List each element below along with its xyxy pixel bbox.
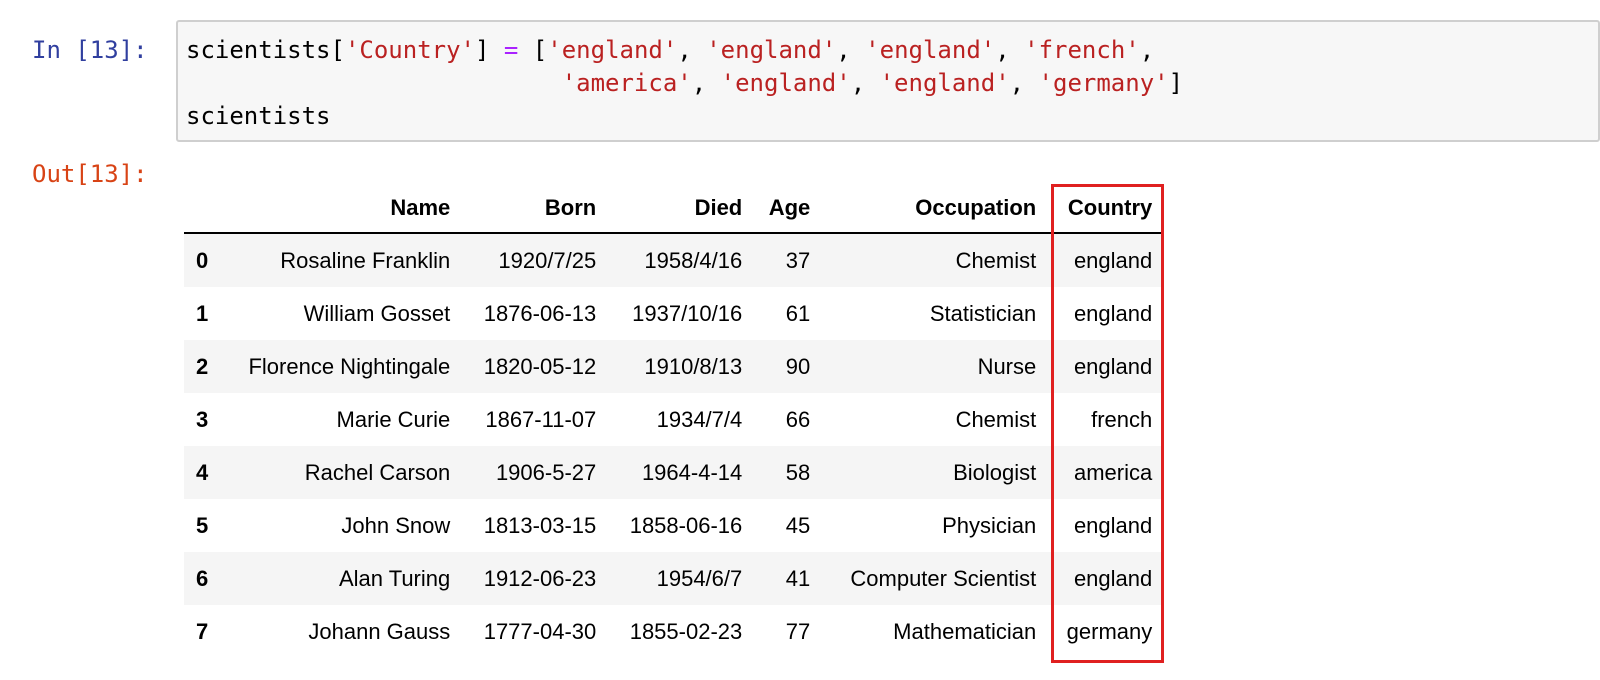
cell-age: 45	[785, 512, 811, 538]
cell-born: 1777-04-30	[483, 618, 597, 644]
cell-age: 66	[785, 406, 811, 432]
cell-died: 1855-02-23	[629, 618, 743, 644]
code-line-2: 'america', 'england', 'england', 'german…	[561, 69, 1184, 97]
cell-died: 1910/8/13	[644, 353, 743, 379]
dataframe-table: Name Born Died Age Occupation Country 0 R…	[184, 184, 1165, 658]
cell-died: 1937/10/16	[632, 300, 743, 326]
cell-name: Rosaline Franklin	[280, 247, 451, 273]
cell-name: Rachel Carson	[304, 459, 451, 485]
cell-occupation: Chemist	[955, 247, 1037, 273]
table-row: 5 John Snow 1813-03-15 1858-06-16 45 Physicia…	[184, 499, 1165, 552]
row-index: 5	[196, 512, 209, 538]
cell-country: germany	[1066, 618, 1153, 644]
cell-age: 58	[785, 459, 811, 485]
cell-country: england	[1073, 353, 1153, 379]
column-header-name: Name	[220, 184, 463, 234]
cell-born: 1820-05-12	[483, 353, 597, 379]
table-row: 1 William Gosset 1876-06-13 1937/10/16 61 Sta…	[184, 287, 1165, 340]
cell-age: 37	[785, 247, 811, 273]
input-prompt: In [13]:	[32, 36, 148, 64]
code-line-3: scientists	[186, 102, 331, 130]
code-line-1: scientists['Country'] = ['england', 'eng…	[186, 36, 1155, 64]
row-index: 6	[196, 565, 209, 591]
cell-died: 1954/6/7	[656, 565, 743, 591]
cell-died: 1964-4-14	[641, 459, 743, 485]
cell-name: William Gosset	[303, 300, 451, 326]
column-header-index	[184, 184, 221, 234]
column-header-age: Age	[754, 184, 823, 234]
cell-country: america	[1074, 459, 1153, 485]
table-row: 4 Rachel Carson 1906-5-27 1964-4-14 58 Biolog…	[184, 446, 1165, 499]
cell-occupation: Computer Scientist	[850, 565, 1037, 591]
cell-occupation: Statistician	[929, 300, 1037, 326]
cell-age: 90	[785, 353, 811, 379]
row-index: 2	[196, 353, 209, 379]
row-index: 3	[196, 406, 209, 432]
cell-occupation: Physician	[942, 512, 1037, 538]
cell-died: 1958/4/16	[644, 247, 743, 273]
cell-born: 1867-11-07	[485, 406, 597, 432]
cell-occupation: Biologist	[953, 459, 1037, 485]
cell-died: 1934/7/4	[656, 406, 743, 432]
code-cell[interactable]: scientists['Country'] = ['england', 'eng…	[176, 20, 1600, 142]
column-header-born: Born	[462, 184, 609, 234]
cell-name: Johann Gauss	[308, 618, 451, 644]
cell-country: england	[1073, 512, 1153, 538]
cell-occupation: Nurse	[977, 353, 1037, 379]
cell-country: england	[1073, 247, 1153, 273]
cell-country: england	[1073, 300, 1153, 326]
output-prompt: Out[13]:	[32, 160, 148, 188]
cell-age: 41	[785, 565, 811, 591]
cell-name: Marie Curie	[336, 406, 451, 432]
column-header-occupation: Occupation	[822, 184, 1049, 234]
cell-age: 77	[785, 618, 811, 644]
cell-born: 1813-03-15	[483, 512, 597, 538]
cell-born: 1912-06-23	[483, 565, 597, 591]
table-header-row: Name Born Died Age Occupation Country	[184, 184, 1165, 234]
row-index: 1	[196, 300, 209, 326]
row-index: 7	[196, 618, 209, 644]
cell-occupation: Mathematician	[893, 618, 1037, 644]
cell-name: John Snow	[341, 512, 451, 538]
table-row: 6 Alan Turing 1912-06-23 1954/6/7 41 Computer…	[184, 552, 1165, 605]
cell-born: 1906-5-27	[495, 459, 597, 485]
cell-occupation: Chemist	[955, 406, 1037, 432]
column-header-died: Died	[608, 184, 755, 234]
table-row: 0 Rosaline Franklin 1920/7/25 1958/4/16 37 Ch…	[184, 233, 1165, 287]
row-index: 4	[196, 459, 209, 485]
cell-born: 1876-06-13	[483, 300, 597, 326]
cell-name: Florence Nightingale	[248, 353, 451, 379]
cell-country: french	[1091, 406, 1153, 432]
table-row: 7 Johann Gauss 1777-04-30 1855-02-23 77 Mathe…	[184, 605, 1165, 658]
cell-age: 61	[785, 300, 811, 326]
cell-born: 1920/7/25	[498, 247, 597, 273]
cell-country: england	[1073, 565, 1153, 591]
cell-name: Alan Turing	[338, 565, 451, 591]
column-header-country: Country	[1048, 184, 1165, 234]
table-row: 2 Florence Nightingale 1820-05-12 1910/8/13…	[184, 340, 1165, 393]
table-row: 3 Marie Curie 1867-11-07 1934/7/4 66 Chemist f…	[184, 393, 1165, 446]
row-index: 0	[196, 247, 209, 273]
cell-died: 1858-06-16	[629, 512, 743, 538]
